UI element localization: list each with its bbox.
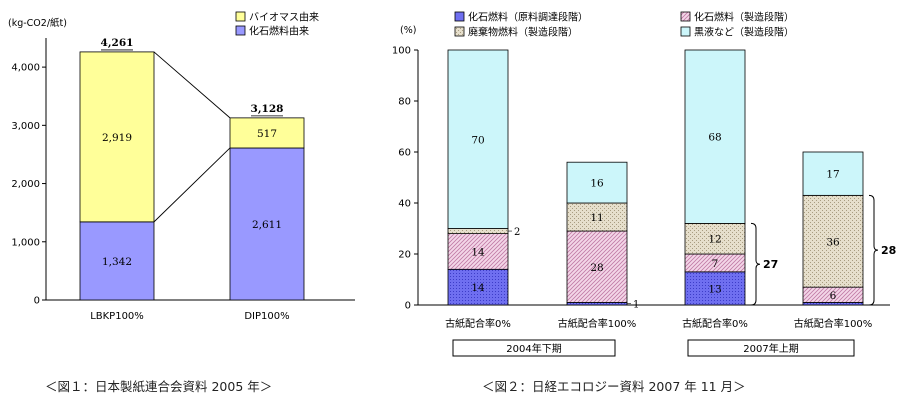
chart2-bar-segment — [684, 271, 746, 306]
chart2-y-axis-label: (%) — [400, 25, 416, 36]
chart1-bar-segment — [79, 221, 155, 301]
chart2-data-label: 2 — [514, 227, 520, 238]
chart1-x-label: DIP100% — [244, 311, 289, 322]
legend-black-liquor-label: 黒液など（製造段階） — [694, 26, 794, 39]
chart2-y-tick-label: 20 — [398, 250, 411, 261]
chart2-bar-segment — [684, 222, 746, 255]
chart2-y-tick-label: 40 — [398, 199, 411, 210]
chart2-brackets: 27 28 — [750, 194, 896, 306]
chart2-bar-segment — [447, 268, 509, 306]
group-label-2007: 2007年上期 — [743, 342, 798, 355]
chart2-bar-segment — [684, 49, 746, 224]
chart2-data-label: 16 — [590, 178, 604, 190]
chart2-data-label: 36 — [826, 236, 840, 248]
chart1-y-tick-label: 0 — [34, 296, 40, 307]
chart1-connector-total — [153, 51, 231, 119]
legend-biomass-swatch — [235, 11, 246, 22]
legend-fossil-mfg-swatch — [680, 11, 691, 22]
chart2-bar-segment — [802, 151, 864, 196]
chart1-bars: 1,342 2,919 4,261 2,611 517 3,128 — [79, 37, 305, 301]
chart1-y-axis-label: (kg-CO2/紙t) — [8, 17, 67, 29]
chart1-x-label: LBKP100% — [90, 311, 144, 322]
chart2-data-label: 1 — [633, 300, 639, 311]
legend-fossil-raw-swatch — [454, 11, 465, 22]
chart2-data-label: 70 — [471, 134, 484, 146]
chart2-bar-segment — [447, 49, 509, 229]
group-box-2004 — [452, 339, 616, 357]
chart2-x-label: 古紙配合率100% — [794, 317, 873, 330]
chart2-data-label: 12 — [708, 234, 721, 246]
chart2-bracket-label: 28 — [881, 244, 896, 257]
chart2-bar-segment — [447, 228, 509, 234]
chart2-y-tick-label: 100 — [392, 46, 411, 57]
chart2-data-label: 7 — [712, 258, 719, 270]
chart2-bar-segment — [566, 161, 628, 204]
chart1-y-tick-label: 3,000 — [11, 121, 40, 132]
legend-fossil-label: 化石燃料由来 — [249, 25, 309, 38]
legend-fossil-mfg-label: 化石燃料（製造段階） — [694, 11, 794, 24]
chart1-total-label: 3,128 — [251, 103, 284, 115]
legend-waste-label: 廃棄物燃料（製造段階） — [468, 26, 578, 39]
chart2-bracket-label: 27 — [763, 258, 778, 271]
group-box-2007 — [687, 339, 855, 357]
chart2-y-ticks: 0 20 40 60 80 100 — [392, 46, 418, 312]
chart1-bar-segment — [79, 51, 155, 223]
legend-black-liquor-swatch — [680, 26, 691, 37]
chart1-total-label: 4,261 — [101, 37, 134, 49]
chart2-data-label: 6 — [830, 290, 837, 302]
chart1-y-tick-label: 4,000 — [11, 63, 40, 74]
chart1-data-label: 517 — [257, 128, 277, 140]
chart2-x-labels: 古紙配合率0% 古紙配合率100% 古紙配合率0% 古紙配合率100% — [445, 317, 872, 330]
chart2-data-label: 17 — [826, 169, 839, 181]
chart1-y-tick-label: 1,000 — [11, 237, 40, 248]
chart2-x-label: 古紙配合率0% — [445, 317, 511, 330]
chart2-data-label: 14 — [471, 246, 485, 258]
legend-fossil-raw-label: 化石燃料（原料調達段階） — [468, 11, 588, 24]
chart2-bar-segment — [802, 194, 864, 288]
legend-biomass-label: バイオマス由来 — [249, 11, 319, 24]
chart1-connector-fossil — [153, 147, 231, 223]
chart1-data-label: 1,342 — [102, 256, 132, 268]
caption-figure-1: ＜図１：日本製紙連合会資料 2005 年＞ — [45, 379, 273, 394]
group-label-2004: 2004年下期 — [506, 342, 561, 355]
legend-waste-swatch — [454, 26, 465, 37]
chart2-data-label: 68 — [708, 132, 721, 144]
chart1-y-tick-label: 2,000 — [11, 179, 40, 190]
chart2-bars: 14 14 2 70 1 28 11 16 13 7 12 68 6 36 17 — [447, 49, 864, 311]
chart2-legend: 化石燃料（原料調達段階） 化石燃料（製造段階） 廃棄物燃料（製造段階） 黒液など… — [454, 11, 794, 39]
chart1-x-labels: LBKP100% DIP100% — [90, 311, 289, 322]
chart2-data-label: 28 — [590, 262, 603, 274]
chart2-bracket — [750, 222, 761, 306]
chart2-bar-segment — [566, 202, 628, 232]
chart2-bar-segment — [447, 233, 509, 270]
chart1-y-ticks: 0 1,000 2,000 3,000 4,000 — [11, 63, 46, 307]
chart2-data-label: 13 — [708, 283, 721, 295]
chart2-bracket — [868, 194, 879, 306]
chart1-bar-segment — [229, 147, 305, 301]
chart2-y-tick-label: 0 — [405, 301, 411, 312]
caption-figure-2: ＜図２：日経エコロジー資料 2007 年 11 月＞ — [482, 379, 746, 394]
chart2-bar-segment — [566, 230, 628, 303]
chart2-y-tick-label: 60 — [398, 148, 411, 159]
legend-fossil-swatch — [235, 25, 246, 36]
chart1-bar-segment — [229, 117, 305, 149]
chart1-legend: バイオマス由来 化石燃料由来 — [235, 11, 319, 38]
chart1-data-label: 2,919 — [102, 132, 132, 144]
chart2-x-label: 古紙配合率0% — [682, 317, 748, 330]
chart2-y-tick-label: 80 — [398, 97, 411, 108]
chart2-data-label: 14 — [471, 282, 485, 294]
chart-1: (kg-CO2/紙t) 0 1,000 2,000 3,000 4,000 1,342 2… — [8, 11, 355, 322]
chart2-data-label: 11 — [590, 212, 603, 224]
chart-2: (%) 0 20 40 60 80 100 14 14 2 70 1 28 11 16 13 7 12 68 6 3… — [392, 11, 896, 357]
chart1-data-label: 2,611 — [252, 219, 282, 231]
chart2-x-label: 古紙配合率100% — [558, 317, 637, 330]
